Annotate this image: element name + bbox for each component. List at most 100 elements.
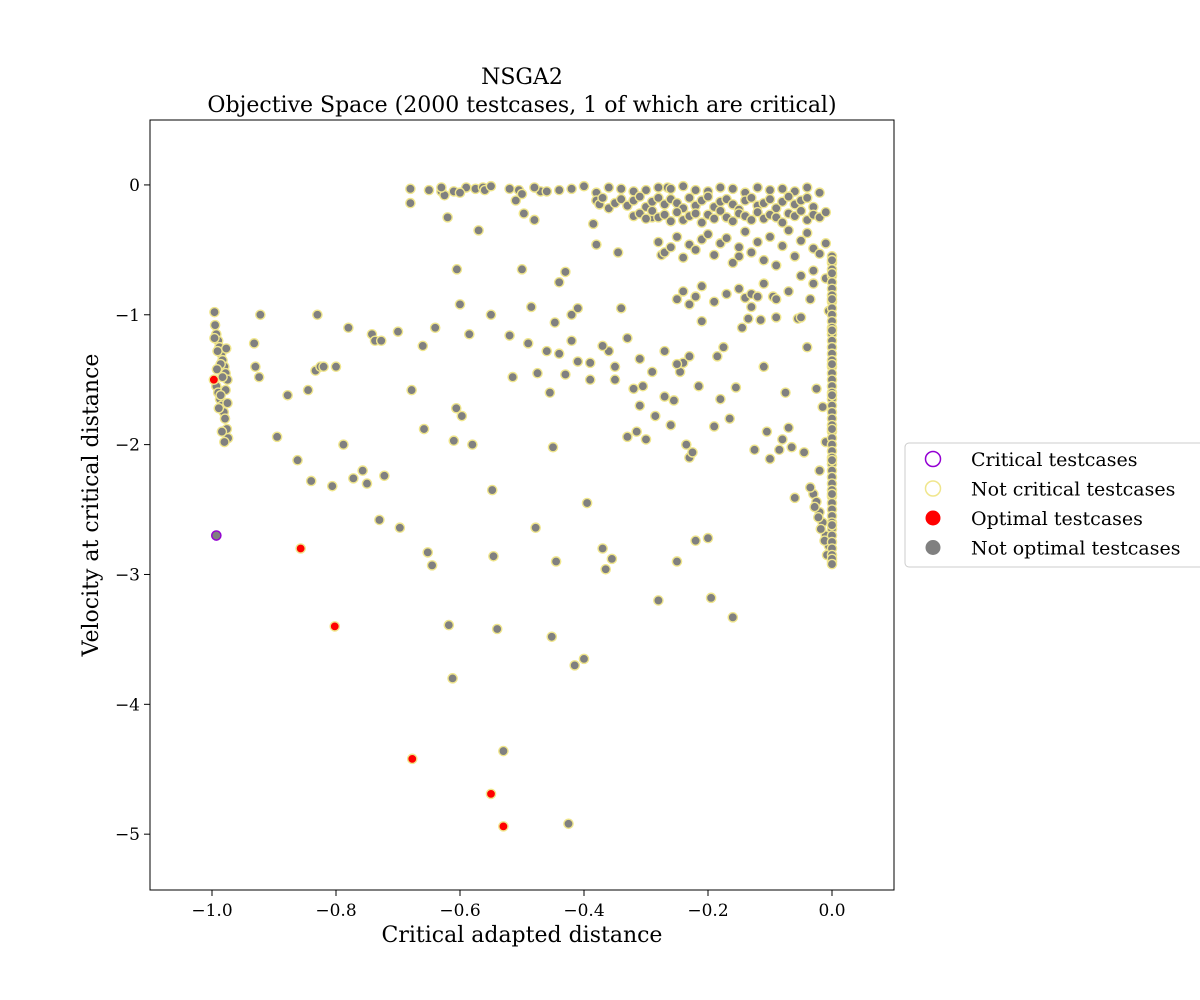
not-optimal-point xyxy=(584,357,596,369)
not-optimal-point xyxy=(801,192,813,204)
not-optimal-point xyxy=(826,389,838,401)
not-optimal-point xyxy=(216,426,228,437)
not-optimal-point xyxy=(808,265,819,276)
not-optimal-point xyxy=(690,208,701,219)
not-optimal-point xyxy=(718,341,729,353)
not-optimal-point xyxy=(498,745,509,757)
not-optimal-point xyxy=(491,623,503,635)
not-optimal-point xyxy=(429,322,441,334)
not-optimal-point xyxy=(451,264,463,275)
not-optimal-point xyxy=(696,315,708,327)
not-optimal-point xyxy=(783,422,794,434)
not-optimal-point xyxy=(826,293,838,305)
not-optimal-point xyxy=(671,556,683,567)
not-optimal-point xyxy=(721,232,732,244)
legend-marker xyxy=(925,540,941,555)
not-optimal-point xyxy=(814,465,825,476)
not-optimal-point xyxy=(549,317,561,328)
not-optimal-point xyxy=(820,238,832,249)
not-optimal-point xyxy=(826,488,838,500)
not-optimal-point xyxy=(563,818,574,830)
not-optimal-point xyxy=(569,660,581,671)
not-optimal-point xyxy=(615,193,627,205)
not-optimal-point xyxy=(795,312,807,323)
legend-label: Optimal testcases xyxy=(971,508,1143,530)
optimal-point xyxy=(485,788,497,800)
critical-point xyxy=(211,530,222,541)
optimal-point xyxy=(208,374,220,385)
not-optimal-point xyxy=(463,328,475,340)
not-optimal-point xyxy=(640,184,652,196)
not-optimal-point xyxy=(486,484,498,496)
not-optimal-point xyxy=(727,183,739,195)
not-optimal-point xyxy=(581,497,593,509)
not-optimal-point xyxy=(755,314,767,326)
not-optimal-point xyxy=(612,247,624,258)
not-optimal-point xyxy=(733,241,745,253)
not-optimal-point xyxy=(553,184,565,196)
not-optimal-point xyxy=(659,391,670,402)
not-optimal-point xyxy=(780,387,791,398)
not-optimal-point xyxy=(374,514,385,526)
not-optimal-point xyxy=(746,214,757,226)
x-tick-label: 0.0 xyxy=(818,901,845,921)
not-optimal-point xyxy=(485,180,497,192)
not-optimal-point xyxy=(736,322,748,334)
not-optimal-point xyxy=(684,299,695,310)
not-optimal-point xyxy=(442,212,453,223)
not-optimal-point xyxy=(418,423,430,435)
not-optimal-point xyxy=(488,550,499,562)
not-optimal-point xyxy=(805,293,816,305)
not-optimal-point xyxy=(560,369,571,380)
not-optimal-point xyxy=(795,235,807,247)
not-optimal-point xyxy=(708,249,720,261)
not-optimal-point xyxy=(777,240,788,252)
not-optimal-point xyxy=(510,195,522,206)
not-optimal-point xyxy=(566,335,577,347)
not-optimal-point xyxy=(798,447,810,458)
not-optimal-point xyxy=(677,286,689,297)
not-optimal-point xyxy=(690,244,701,256)
not-optimal-point xyxy=(659,209,670,221)
not-optimal-point xyxy=(578,180,590,192)
not-optimal-point xyxy=(422,547,434,558)
not-optimal-point xyxy=(684,192,695,204)
not-optimal-point xyxy=(219,413,231,424)
not-optimal-point xyxy=(211,364,223,375)
not-optimal-point xyxy=(417,340,429,352)
not-optimal-point xyxy=(702,532,714,544)
not-optimal-point xyxy=(473,225,484,236)
not-optimal-point xyxy=(820,206,832,218)
not-optimal-point xyxy=(379,470,390,482)
not-optimal-point xyxy=(764,184,776,196)
not-optimal-point xyxy=(405,183,416,195)
not-optimal-point xyxy=(456,410,468,422)
not-optimal-point xyxy=(739,226,751,237)
not-optimal-point xyxy=(687,447,698,458)
not-optimal-point xyxy=(628,383,639,395)
not-optimal-point xyxy=(248,338,260,349)
not-optimal-point xyxy=(302,384,314,396)
not-optimal-point xyxy=(783,286,794,297)
not-optimal-point xyxy=(375,335,387,347)
not-optimal-point xyxy=(318,361,329,373)
not-optimal-point xyxy=(423,184,435,196)
not-optimal-point xyxy=(826,558,838,570)
not-optimal-point xyxy=(677,180,689,192)
not-optimal-point xyxy=(609,361,621,373)
x-tick-label: −0.2 xyxy=(687,901,728,921)
not-optimal-point xyxy=(485,309,497,321)
not-optimal-point xyxy=(213,402,225,414)
not-optimal-point xyxy=(282,389,293,401)
not-optimal-point xyxy=(764,193,776,205)
not-optimal-point xyxy=(597,543,608,554)
not-optimal-point xyxy=(690,291,701,302)
not-optimal-point xyxy=(566,183,577,195)
not-optimal-point xyxy=(572,356,584,367)
not-optimal-point xyxy=(392,326,404,337)
not-optimal-point xyxy=(677,252,689,263)
not-optimal-point xyxy=(348,473,359,484)
not-optimal-point xyxy=(730,382,742,393)
not-optimal-point xyxy=(584,374,596,385)
